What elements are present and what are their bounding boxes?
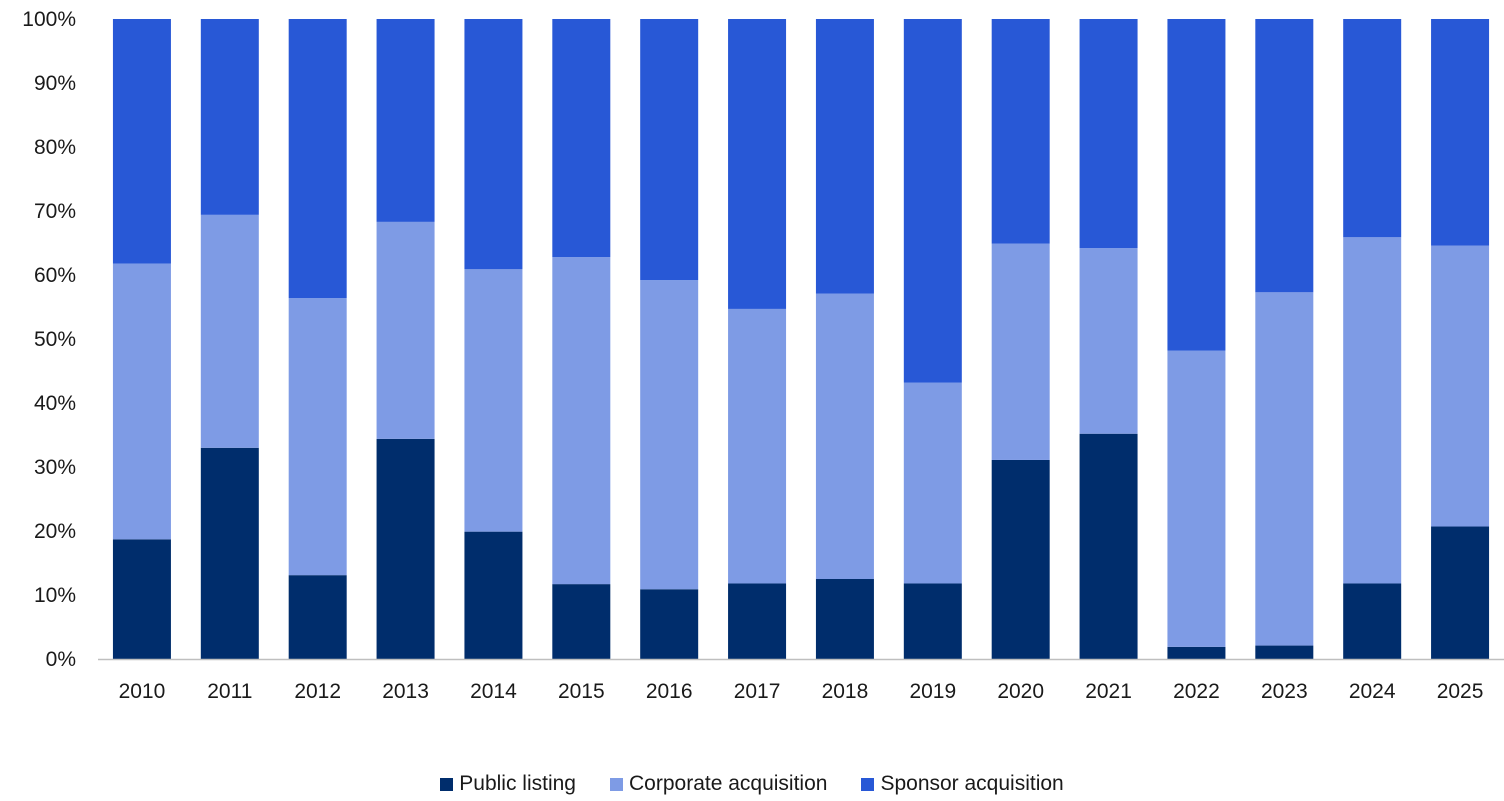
bar-segment-corporate-acquisition-2024 (1343, 237, 1402, 584)
y-tick-label: 70% (34, 200, 76, 223)
bar-segment-public-listing-2014 (464, 531, 523, 659)
x-tick-label: 2018 (822, 680, 869, 703)
y-tick-label: 0% (46, 648, 76, 671)
x-axis: 2010 2011 2012 2013 2014 2015 2016 2017 2018 2019… (119, 680, 1484, 703)
bar-segment-corporate-acquisition-2012 (288, 298, 347, 576)
bar-segment-public-listing-2017 (728, 583, 787, 659)
bar-segment-sponsor-acquisition-2010 (112, 19, 171, 264)
bar-segment-corporate-acquisition-2016 (640, 280, 699, 590)
x-tick-label: 2014 (470, 680, 517, 703)
bar-segment-sponsor-acquisition-2024 (1343, 19, 1402, 238)
bar-segment-corporate-acquisition-2023 (1255, 292, 1314, 646)
bar-segment-public-listing-2021 (1079, 433, 1138, 659)
bar-segment-public-listing-2020 (991, 459, 1050, 659)
bar-segment-corporate-acquisition-2014 (464, 269, 523, 532)
bar-segment-sponsor-acquisition-2014 (464, 19, 523, 270)
y-tick-label: 90% (34, 72, 76, 95)
bar-segment-sponsor-acquisition-2017 (728, 19, 787, 309)
x-tick-label: 2024 (1349, 680, 1396, 703)
x-tick-label: 2019 (909, 680, 956, 703)
stacked-bar-chart: 0%10%20%30%40%50%60%70%80%90%100% 2010 20… (22, 8, 1504, 703)
x-tick-label: 2012 (294, 680, 341, 703)
bar-segment-public-listing-2023 (1255, 645, 1314, 659)
bar-segment-corporate-acquisition-2013 (376, 221, 435, 439)
y-tick-label: 40% (34, 392, 76, 415)
bar-segment-sponsor-acquisition-2021 (1079, 19, 1138, 249)
bar-segment-corporate-acquisition-2020 (991, 243, 1050, 460)
bar-segment-public-listing-2011 (200, 447, 259, 659)
y-tick-label: 50% (34, 328, 76, 351)
y-tick-label: 60% (34, 264, 76, 287)
y-tick-label: 30% (34, 456, 76, 479)
bar-segment-sponsor-acquisition-2022 (1167, 19, 1226, 351)
bar-segment-corporate-acquisition-2022 (1167, 350, 1226, 647)
legend-item-public-listing: Public listing (440, 772, 576, 796)
legend-swatch-public-listing (440, 777, 454, 791)
bar-segment-public-listing-2024 (1343, 583, 1402, 659)
bar-segment-corporate-acquisition-2025 (1431, 245, 1490, 527)
bar-segment-sponsor-acquisition-2025 (1431, 19, 1490, 246)
x-tick-label: 2023 (1261, 680, 1308, 703)
bar-segment-public-listing-2022 (1167, 646, 1226, 659)
legend-item-corporate-acquisition: Corporate acquisition (610, 772, 827, 796)
y-tick-label: 80% (34, 136, 76, 159)
x-tick-label: 2022 (1173, 680, 1220, 703)
bar-segment-corporate-acquisition-2011 (200, 214, 259, 448)
bar-segment-public-listing-2016 (640, 589, 699, 659)
bar-segment-sponsor-acquisition-2019 (903, 19, 962, 383)
bar-segment-sponsor-acquisition-2018 (815, 19, 874, 294)
bar-segment-public-listing-2010 (112, 539, 171, 659)
bar-segment-public-listing-2018 (815, 579, 874, 659)
legend-label-public-listing: Public listing (459, 772, 576, 795)
y-tick-label: 20% (34, 520, 76, 543)
legend-label-corporate-acquisition: Corporate acquisition (629, 772, 828, 795)
x-tick-label: 2015 (558, 680, 605, 703)
x-tick-label: 2013 (382, 680, 429, 703)
x-tick-label: 2017 (734, 680, 781, 703)
bar-segment-public-listing-2015 (552, 584, 611, 659)
y-tick-label: 100% (22, 8, 76, 31)
bar-segment-sponsor-acquisition-2012 (288, 19, 347, 299)
y-axis: 0% 10% 20% 30% 40% 50% 60% 70% 80% 90% 100% (22, 8, 76, 671)
x-tick-label: 2025 (1437, 680, 1484, 703)
bar-segment-public-listing-2012 (288, 575, 347, 659)
bar-segment-sponsor-acquisition-2015 (552, 19, 611, 258)
bar-segment-public-listing-2019 (903, 583, 962, 659)
legend-swatch-corporate-acquisition (610, 777, 623, 791)
bar-segment-corporate-acquisition-2017 (728, 308, 787, 584)
bar-segment-corporate-acquisition-2010 (112, 263, 171, 540)
x-tick-label: 2020 (997, 680, 1044, 703)
legend-swatch-sponsor-acquisition (861, 777, 875, 791)
bar-segment-sponsor-acquisition-2020 (991, 19, 1050, 244)
bar-segment-sponsor-acquisition-2016 (640, 19, 699, 281)
bar-segment-sponsor-acquisition-2011 (200, 19, 259, 215)
legend-item-sponsor-acquisition: Sponsor acquisition (861, 772, 1064, 796)
bar-segment-corporate-acquisition-2015 (552, 257, 611, 585)
x-tick-label: 2010 (119, 680, 166, 703)
x-tick-label: 2016 (646, 680, 693, 703)
legend: Public listing Corporate acquisition Spo… (0, 772, 1504, 796)
x-tick-label: 2011 (207, 680, 252, 703)
bar-segment-corporate-acquisition-2021 (1079, 248, 1138, 434)
bar-segment-public-listing-2025 (1431, 526, 1490, 659)
bar-segment-public-listing-2013 (376, 438, 435, 659)
x-tick-label: 2021 (1085, 680, 1132, 703)
bars (112, 19, 1490, 659)
bar-segment-sponsor-acquisition-2013 (376, 19, 435, 222)
bar-segment-sponsor-acquisition-2023 (1255, 19, 1314, 293)
bar-segment-corporate-acquisition-2019 (903, 382, 962, 584)
bar-segment-corporate-acquisition-2018 (815, 293, 874, 579)
y-tick-label: 10% (34, 584, 76, 607)
legend-label-sponsor-acquisition: Sponsor acquisition (880, 772, 1064, 795)
